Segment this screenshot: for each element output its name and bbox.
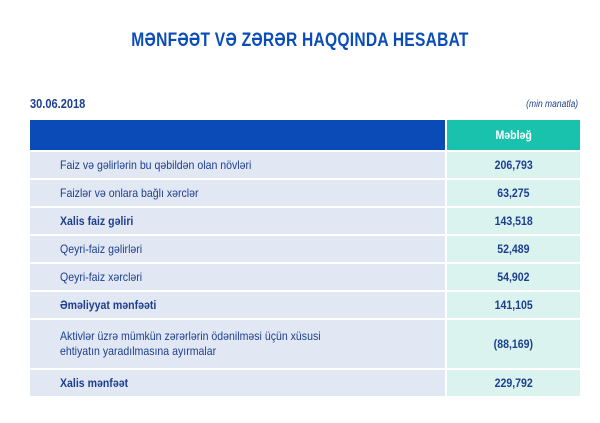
row-label: Aktivlər üzrə mümkün zərərlərin ödənilmə… bbox=[60, 329, 321, 358]
unit-note: (min manatla) bbox=[526, 99, 578, 110]
row-label: Xalis mənfəət bbox=[60, 375, 129, 390]
report-date: 30.06.2018 bbox=[30, 96, 86, 111]
table-row: Xalis faiz gəliri 143,518 bbox=[30, 208, 580, 236]
row-value: 229,792 bbox=[494, 376, 533, 390]
row-value-cell: 206,793 bbox=[447, 152, 580, 178]
table-row: Aktivlər üzrə mümkün zərərlərin ödənilmə… bbox=[30, 320, 580, 370]
table-row: Faizlər və onlara bağlı xərclər 63,275 bbox=[30, 180, 580, 208]
row-label-cell: Xalis faiz gəliri bbox=[30, 208, 445, 234]
income-statement-table: Məbləğ Faiz və gəlirlərin bu qəbildən ol… bbox=[30, 120, 580, 398]
row-label-cell: Faiz və gəlirlərin bu qəbildən olan növl… bbox=[30, 152, 445, 178]
row-label: Faizlər və onlara bağlı xərclər bbox=[60, 185, 199, 200]
row-label: Əməliyyat mənfəəti bbox=[60, 297, 157, 312]
row-label-cell: Xalis mənfəət bbox=[30, 370, 445, 396]
row-label-cell: Qeyri-faiz xərcləri bbox=[30, 264, 445, 290]
table-row: Faiz və gəlirlərin bu qəbildən olan növl… bbox=[30, 152, 580, 180]
row-value: (88,169) bbox=[493, 337, 534, 351]
row-value-cell: 143,518 bbox=[447, 208, 580, 234]
row-label-cell: Aktivlər üzrə mümkün zərərlərin ödənilmə… bbox=[30, 320, 445, 368]
table-header: Məbləğ bbox=[30, 120, 580, 152]
row-value: 54,902 bbox=[497, 270, 530, 284]
header-label-cell bbox=[30, 120, 445, 150]
row-value: 206,793 bbox=[494, 158, 533, 172]
table-row: Qeyri-faiz gəlirləri 52,489 bbox=[30, 236, 580, 264]
row-label-cell: Faizlər və onlara bağlı xərclər bbox=[30, 180, 445, 206]
report-title: MƏNFƏƏT VƏ ZƏRƏR HAQQINDA HESABAT bbox=[131, 30, 469, 51]
row-value: 143,518 bbox=[494, 214, 533, 228]
row-value-cell: 229,792 bbox=[447, 370, 580, 396]
row-label: Qeyri-faiz gəlirləri bbox=[60, 241, 143, 256]
header-amount: Məbləğ bbox=[447, 120, 580, 150]
row-value: 63,275 bbox=[497, 186, 530, 200]
header-amount-label: Məbləğ bbox=[495, 128, 532, 142]
row-value-cell: 63,275 bbox=[447, 180, 580, 206]
table-row: Xalis mənfəət 229,792 bbox=[30, 370, 580, 398]
row-label-cell: Əməliyyat mənfəəti bbox=[30, 292, 445, 318]
table-row: Əməliyyat mənfəəti 141,105 bbox=[30, 292, 580, 320]
row-label-cell: Qeyri-faiz gəlirləri bbox=[30, 236, 445, 262]
row-value: 52,489 bbox=[497, 242, 530, 256]
row-value-cell: 52,489 bbox=[447, 236, 580, 262]
row-value: 141,105 bbox=[494, 298, 533, 312]
row-value-cell: 54,902 bbox=[447, 264, 580, 290]
row-value-cell: 141,105 bbox=[447, 292, 580, 318]
row-label: Faiz və gəlirlərin bu qəbildən olan növl… bbox=[60, 157, 252, 172]
row-value-cell: (88,169) bbox=[447, 320, 580, 368]
row-label: Xalis faiz gəliri bbox=[60, 213, 134, 228]
row-label: Qeyri-faiz xərcləri bbox=[60, 269, 143, 284]
table-row: Qeyri-faiz xərcləri 54,902 bbox=[30, 264, 580, 292]
